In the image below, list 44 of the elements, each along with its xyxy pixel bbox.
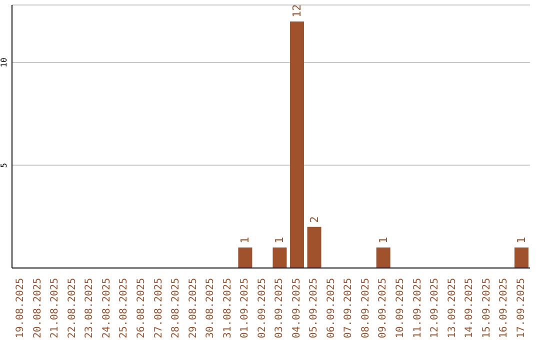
x-tick-label: 25.08.2025 — [118, 278, 130, 338]
x-tick-label: 13.09.2025 — [446, 278, 458, 338]
x-tick-label: 01.09.2025 — [240, 278, 251, 338]
bar — [514, 247, 528, 268]
data-label: 1 — [273, 236, 286, 244]
x-tick-label: 24.08.2025 — [101, 278, 112, 338]
x-tick-label: 04.09.2025 — [291, 278, 302, 338]
x-tick-label: 09.09.2025 — [378, 278, 389, 338]
x-tick-label: 08.09.2025 — [360, 278, 372, 338]
x-tick-label: 30.08.2025 — [205, 278, 216, 338]
y-tick-label: 5 — [0, 162, 8, 168]
x-tick-label: 06.09.2025 — [326, 278, 337, 338]
x-tick-label: 16.09.2025 — [498, 278, 510, 338]
data-label: 2 — [308, 216, 321, 223]
x-tick-label: 05.09.2025 — [308, 278, 320, 338]
x-tick-label: 17.09.2025 — [516, 278, 527, 338]
data-label: 12 — [290, 4, 304, 18]
x-tick-label: 23.08.2025 — [84, 278, 96, 338]
x-tick-label: 29.08.2025 — [188, 278, 199, 338]
data-label: 1 — [514, 236, 528, 244]
x-tick-label: 07.09.2025 — [343, 278, 354, 338]
x-tick-label: 15.09.2025 — [481, 278, 492, 338]
x-tick-label: 02.09.2025 — [256, 278, 268, 338]
bar — [376, 247, 390, 268]
bar — [307, 226, 322, 268]
data-label: 1 — [376, 236, 390, 244]
x-tick-label: 19.08.2025 — [15, 278, 26, 338]
y-tick-label: 10 — [0, 58, 8, 68]
x-tick-label: 03.09.2025 — [274, 278, 286, 338]
x-tick-label: 26.08.2025 — [136, 278, 147, 338]
x-tick-label: 10.09.2025 — [395, 278, 406, 338]
x-tick-label: 12.09.2025 — [430, 278, 441, 338]
x-tick-label: 22.08.2025 — [66, 278, 78, 338]
x-tick-label: 21.08.2025 — [50, 278, 61, 338]
bar — [272, 247, 287, 268]
x-tick-label: 27.08.2025 — [153, 278, 164, 338]
x-tick-label: 20.08.2025 — [32, 278, 44, 338]
x-tick-label: 11.09.2025 — [412, 278, 424, 338]
x-tick-label: 28.08.2025 — [170, 278, 182, 338]
data-label: 1 — [238, 236, 252, 244]
bar — [290, 21, 304, 268]
x-tick-label: 14.09.2025 — [464, 278, 476, 338]
bar — [238, 247, 252, 268]
x-tick-label: 31.08.2025 — [222, 278, 234, 338]
